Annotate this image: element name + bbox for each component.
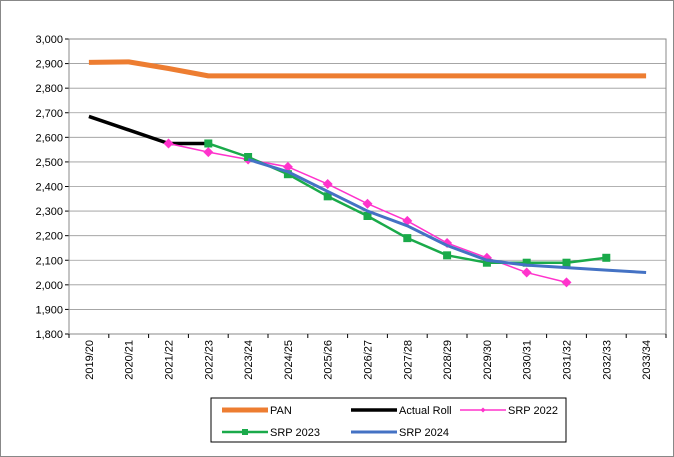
y-tick-label: 2,600 [35,132,63,144]
marker [244,153,253,161]
y-tick-label: 1,800 [35,329,63,341]
marker [363,212,372,220]
x-tick-label: 2021/22 [164,340,176,380]
legend-label: Actual Roll [399,405,452,417]
y-tick-label: 1,900 [35,304,63,316]
x-tick-label: 2030/31 [522,340,534,380]
marker [562,258,571,267]
x-tick-label: 2031/32 [562,340,574,380]
x-tick-label: 2022/23 [203,340,215,380]
x-tick-label: 2020/21 [124,340,136,380]
y-tick-label: 2,900 [35,59,63,71]
y-tick-label: 2,700 [35,108,63,120]
x-tick-label: 2026/27 [363,340,375,380]
marker [521,267,532,278]
legend [210,397,567,443]
y-tick-label: 2,500 [35,157,63,169]
x-tick-label: 2025/26 [323,340,335,380]
marker [322,179,333,190]
y-tick-label: 3,000 [35,34,63,46]
marker [362,198,373,209]
marker [480,407,486,413]
x-tick-label: 2019/20 [84,340,96,380]
plot-area [68,38,667,335]
series-line [88,114,209,146]
marker [522,258,531,267]
marker [561,277,572,288]
marker [323,192,332,201]
marker [203,147,214,158]
marker [242,429,248,435]
legend-label: SRP 2024 [399,427,449,439]
x-tick-label: 2023/24 [243,340,255,380]
marker [403,234,412,243]
x-tick-label: 2029/30 [482,340,494,380]
marker [282,161,293,172]
marker [283,170,292,179]
x-tick-label: 2033/34 [641,340,653,380]
x-tick-label: 2028/29 [442,340,454,380]
y-tick-label: 2,400 [35,182,63,194]
series-line [88,59,647,79]
legend-label: SRP 2022 [508,405,558,417]
marker [602,253,611,262]
y-tick-label: 2,100 [35,255,63,267]
y-tick-label: 2,300 [35,206,63,218]
marker [163,138,174,149]
x-tick-label: 2024/25 [283,340,295,380]
y-tick-label: 2,200 [35,231,63,243]
legend-label: PAN [270,405,292,417]
marker [443,251,452,260]
y-tick-label: 2,800 [35,83,63,95]
marker [204,139,213,148]
x-tick-label: 2032/33 [601,340,613,380]
legend-label: SRP 2023 [270,427,320,439]
y-tick-label: 2,000 [35,280,63,292]
x-tick-label: 2027/28 [402,340,414,380]
series-line [247,158,647,275]
marker [482,258,491,267]
